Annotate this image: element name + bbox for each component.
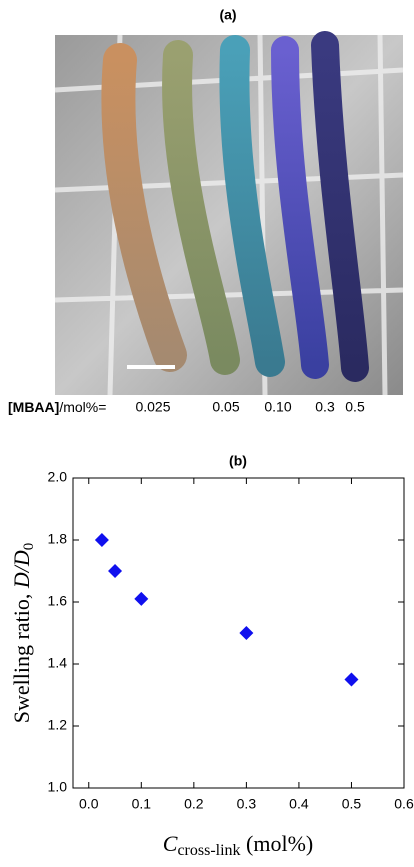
concentration: 0.05 xyxy=(212,399,239,415)
point xyxy=(344,672,359,687)
y-tick-label: 1.8 xyxy=(48,531,68,547)
x-axis-label: Ccross-link (mol%) xyxy=(163,831,314,859)
y-axis-label: Swelling ratio, D/D0 xyxy=(9,543,37,723)
photo xyxy=(54,31,404,396)
y-tick-label: 2.0 xyxy=(48,469,68,485)
concentration: 0.10 xyxy=(264,399,291,415)
x-label-var: C xyxy=(163,831,178,856)
y-tick-label: 1.6 xyxy=(48,593,68,609)
point xyxy=(94,533,109,547)
panel-a-title: (a) xyxy=(219,7,236,23)
x-tick-label: 0.0 xyxy=(79,796,99,812)
x-tick-label: 0.6 xyxy=(394,796,414,812)
concentrations: 0.025 0.05 0.10 0.3 0.5 xyxy=(135,399,364,415)
x-label-text: (mol%) xyxy=(241,831,314,856)
concentration: 0.5 xyxy=(345,399,365,415)
chart-title: (b) xyxy=(229,453,247,469)
x-tick-label: 0.5 xyxy=(342,796,362,812)
plot-frame xyxy=(72,477,405,789)
mbaa-bold: [MBAA] xyxy=(8,399,59,415)
mbaa-label: [MBAA]/mol%= xyxy=(8,399,106,415)
x-tick-label: 0.1 xyxy=(132,796,152,812)
x-label-sub: cross-link xyxy=(177,842,240,859)
mbaa-unit: /mol%= xyxy=(59,399,106,415)
y-tick-label: 1.4 xyxy=(48,655,68,671)
point xyxy=(239,626,254,640)
y-label-var: D/D xyxy=(9,550,34,589)
point xyxy=(134,591,149,606)
y-tick-label: 1.0 xyxy=(48,779,68,795)
x-tick-label: 0.4 xyxy=(289,796,309,812)
y-label-sub: 0 xyxy=(21,543,37,551)
x-tick-label: 0.2 xyxy=(184,796,204,812)
concentration: 0.3 xyxy=(315,399,335,415)
y-tick-label: 1.2 xyxy=(48,717,68,733)
y-label-text: Swelling ratio, xyxy=(9,588,34,723)
point xyxy=(108,564,123,578)
concentration: 0.025 xyxy=(135,399,170,415)
x-tick-label: 0.3 xyxy=(237,796,257,812)
